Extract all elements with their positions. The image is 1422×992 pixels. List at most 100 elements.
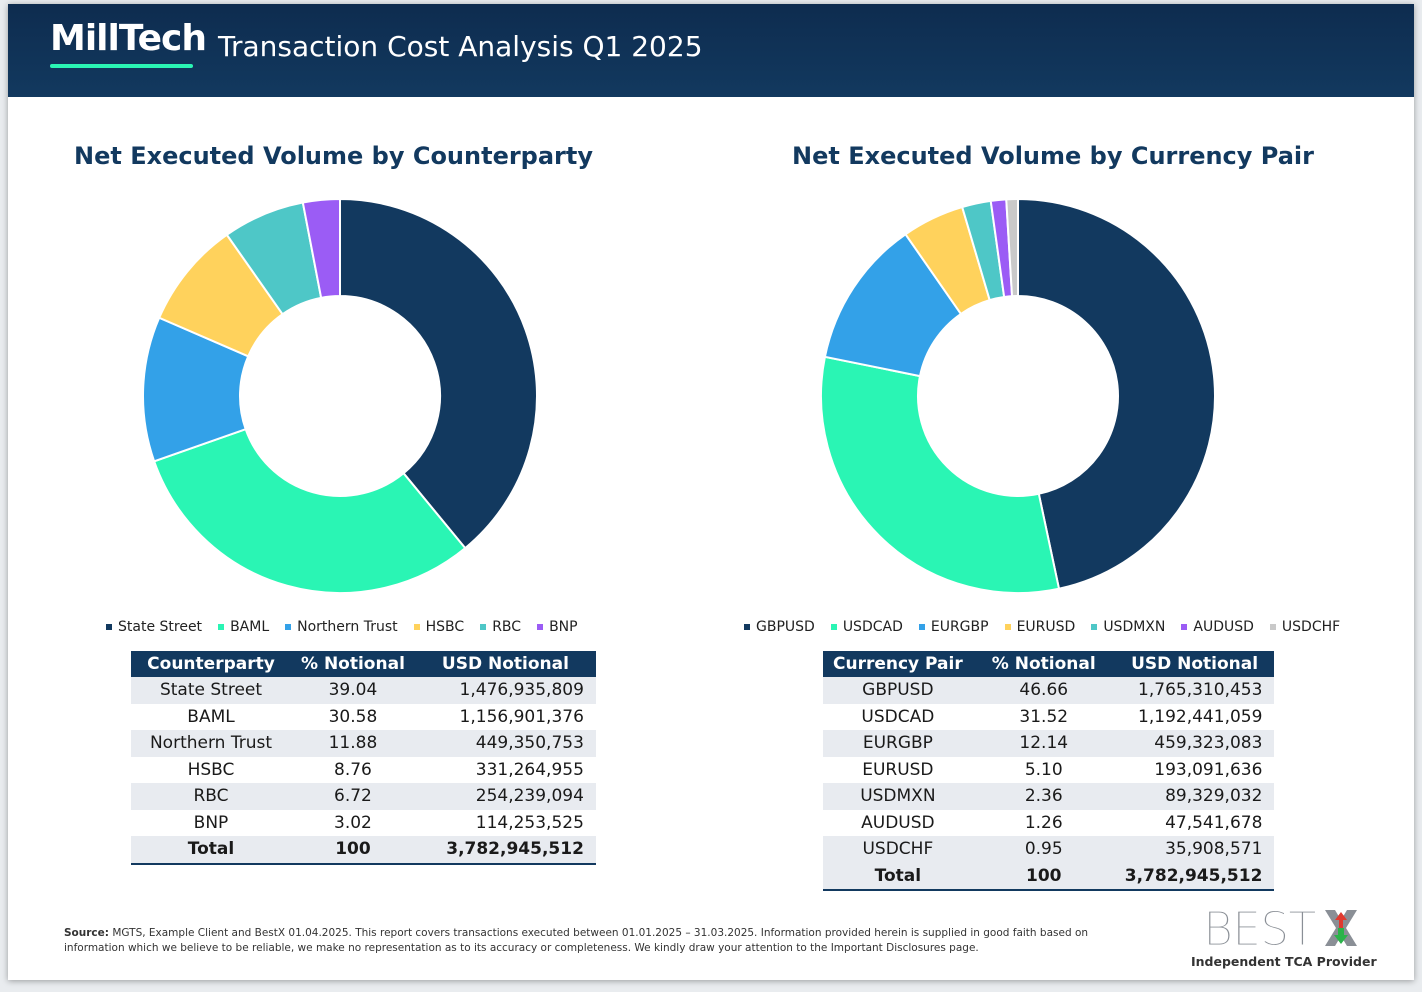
notional-cell: 459,323,083 xyxy=(1114,730,1275,757)
donut-slice-bnp xyxy=(301,197,341,299)
table-row: USDCHF 0.95 35,908,571 xyxy=(823,836,1275,863)
column-header: % Notional xyxy=(972,651,1115,677)
legend-label: BAML xyxy=(230,619,270,635)
row-label-cell: State Street xyxy=(131,677,291,704)
donut-slice-baml xyxy=(152,427,467,594)
legend-swatch xyxy=(537,624,544,630)
bestx-tagline: Independent TCA Provider xyxy=(1191,954,1377,969)
legend-swatch xyxy=(218,624,225,630)
row-label-cell: USDMXN xyxy=(823,783,973,810)
table-header-row: Counterparty% Notional USD Notional xyxy=(131,651,596,677)
report-slide: MillTech Transaction Cost Analysis Q1 20… xyxy=(8,4,1414,980)
currency-pair-legend: GBPUSD USDCAD EURGBP EURUSD USDMXN AUDUSD USDC… xyxy=(744,618,1340,636)
table-row: Northern Trust 11.88 449,350,753 xyxy=(131,730,596,757)
donut-slice-usdcad xyxy=(820,355,1061,594)
table-row: USDMXN 2.36 89,329,032 xyxy=(823,783,1275,810)
table-row: State Street 39.04 1,476,935,809 xyxy=(131,677,596,704)
legend-swatch xyxy=(1181,624,1188,630)
legend-item-gbpusd: GBPUSD xyxy=(744,618,815,636)
table-header-row: Currency Pair% Notional USD Notional xyxy=(823,651,1275,677)
percent-cell: 5.10 xyxy=(1024,759,1063,780)
percent-cell: 8.76 xyxy=(334,759,372,780)
table-row: EURGBP 12.14 459,323,083 xyxy=(823,730,1275,757)
legend-item-bnp: BNP xyxy=(537,618,578,636)
legend-item-audusd: AUDUSD xyxy=(1181,618,1254,636)
notional-cell: 449,350,753 xyxy=(414,730,596,757)
notional-cell: 3,782,945,512 xyxy=(1114,862,1275,890)
row-label-cell: RBC xyxy=(131,783,291,810)
percent-cell: 100 xyxy=(291,836,415,864)
legend-label: USDCAD xyxy=(842,619,903,635)
legend-swatch xyxy=(744,624,750,630)
notional-cell: 114,253,525 xyxy=(475,812,584,833)
legend-label: AUDUSD xyxy=(1193,619,1254,635)
table-row: BAML 30.58 1,156,901,376 xyxy=(131,704,596,731)
legend-swatch xyxy=(1269,624,1276,630)
notional-cell: 1,476,935,809 xyxy=(414,677,596,704)
table-row: HSBC 8.76 331,264,955 xyxy=(131,757,596,784)
notional-cell: 193,091,636 xyxy=(1154,759,1263,780)
notional-cell: 47,541,678 xyxy=(1165,812,1263,833)
row-label-cell: EURUSD xyxy=(862,759,934,780)
percent-cell: 6.72 xyxy=(291,783,415,810)
notional-cell: 89,329,032 xyxy=(1114,783,1275,810)
currency-pair-donut-chart xyxy=(820,197,1216,594)
legend-label: Northern Trust xyxy=(297,619,398,635)
legend-label: State Street xyxy=(118,619,203,635)
legend-label: HSBC xyxy=(425,619,465,635)
row-label-cell: USDCAD xyxy=(861,706,935,727)
legend-item-usdchf: USDCHF xyxy=(1269,618,1340,636)
column-header: Currency Pair xyxy=(823,651,973,677)
legend-label: EURUSD xyxy=(1016,619,1076,635)
percent-cell: 30.58 xyxy=(328,706,378,727)
total-row: Total 100 3,782,945,512 xyxy=(131,836,596,864)
bestx-x-icon xyxy=(1325,910,1357,946)
table-row: AUDUSD 1.26 47,541,678 xyxy=(823,810,1274,837)
legend-swatch xyxy=(413,624,420,630)
table-row: GBPUSD 46.66 1,765,310,453 xyxy=(823,677,1275,704)
legend-item-rbc: RBC xyxy=(480,618,521,636)
counterparty-table: Counterparty% Notional USD Notional State… xyxy=(131,651,596,865)
legend-label: EURGBP xyxy=(930,619,989,635)
legend-label: USDMXN xyxy=(1103,619,1166,635)
legend-item-eurgbp: EURGBP xyxy=(918,618,989,636)
legend-item-usdcad: USDCAD xyxy=(830,618,903,636)
legend-swatch xyxy=(285,624,292,630)
counterparty-donut-chart xyxy=(142,197,538,594)
legend-item-northern-trust: Northern Trust xyxy=(285,618,398,636)
legend-label: BNP xyxy=(549,619,578,635)
donut-slice-gbpusd xyxy=(1017,197,1216,590)
table-row: RBC 6.72 254,239,094 xyxy=(131,783,596,810)
counterparty-legend: State Street BAML Northern Trust HSBC RBC BNP xyxy=(106,618,578,636)
legend-swatch xyxy=(480,624,487,630)
logo-underline xyxy=(50,64,193,68)
legend-item-hsbc: HSBC xyxy=(413,618,465,636)
bestx-logo: BEST xyxy=(1202,902,1363,957)
currency-pair-chart-title: Net Executed Volume by Currency Pair xyxy=(792,142,1314,170)
row-label-cell: BNP xyxy=(193,812,229,833)
legend-item-usdmxn: USDMXN xyxy=(1091,618,1165,636)
row-label-cell: Total xyxy=(131,836,291,864)
bestx-wordmark: BEST xyxy=(1202,902,1316,957)
source-text: MGTS, Example Client and BestX 01.04.202… xyxy=(64,927,1089,954)
legend-label: GBPUSD xyxy=(756,619,815,635)
source-footnote: Source: MGTS, Example Client and BestX 0… xyxy=(64,926,1144,956)
legend-swatch xyxy=(106,624,112,630)
row-label-cell: USDCHF xyxy=(823,836,973,863)
table-row: USDCAD 31.52 1,192,441,059 xyxy=(823,704,1274,731)
row-label-cell: BAML xyxy=(187,706,235,727)
percent-cell: 2.36 xyxy=(972,783,1115,810)
percent-cell: 100 xyxy=(972,862,1115,890)
legend-item-baml: BAML xyxy=(218,618,269,636)
notional-cell: 35,908,571 xyxy=(1114,836,1275,863)
row-label-cell: GBPUSD xyxy=(823,677,973,704)
percent-cell: 1.26 xyxy=(1024,812,1063,833)
row-label-cell: Northern Trust xyxy=(131,730,291,757)
source-label: Source: xyxy=(64,927,109,939)
currency-pair-table: Currency Pair% Notional USD Notional GBPU… xyxy=(823,651,1275,891)
percent-cell: 3.02 xyxy=(334,812,372,833)
column-header: USD Notional xyxy=(414,651,596,677)
percent-cell: 12.14 xyxy=(972,730,1115,757)
column-header: % Notional xyxy=(291,651,415,677)
legend-swatch xyxy=(1091,624,1098,630)
